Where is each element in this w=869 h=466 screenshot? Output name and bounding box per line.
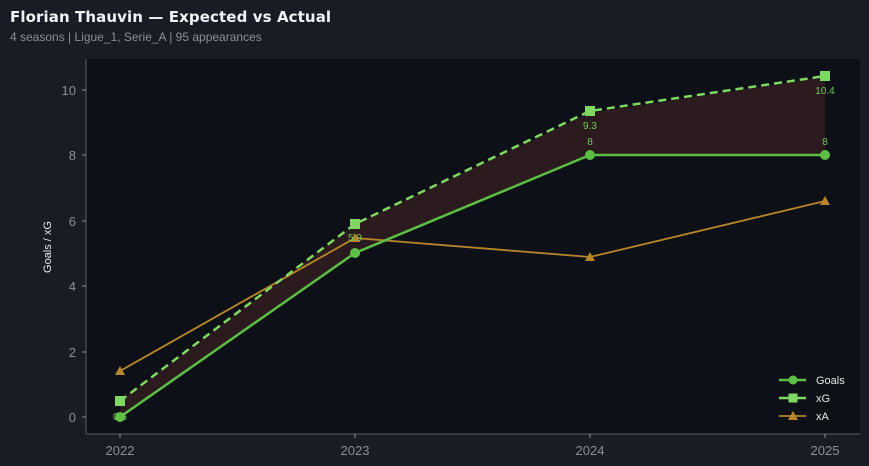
triangle-marker-icon [350,233,360,242]
y-axis-label: Goals / xG [42,221,54,273]
data-label: 10.4 [815,86,835,97]
data-label: 5.9 [348,233,362,244]
y-tick-label: 10 [62,83,76,98]
data-label: 8 [822,137,828,148]
xg-gap-fill [120,77,825,417]
y-tick-label: 6 [69,214,76,229]
square-marker-icon [350,219,360,229]
circle-marker-icon [350,248,360,258]
square-marker-icon [585,106,595,116]
xg-legend-icon [788,393,798,403]
x-tick-label: 2024 [576,443,605,458]
y-ticks: 0 2 4 6 8 10 [62,83,86,425]
x-tick-label: 2023 [341,443,370,458]
y-tick-label: 2 [69,345,76,360]
data-label: 8 [587,137,593,148]
square-marker-icon [820,71,830,81]
legend-xg: xG [816,393,830,405]
goals-line [119,153,825,419]
xa-legend-icon [788,411,798,420]
y-tick-label: 8 [69,148,76,163]
triangle-marker-icon [820,196,830,205]
legend-goals: Goals [816,375,845,387]
circle-marker-icon [115,412,125,422]
square-marker-icon [115,396,125,406]
xa-line [119,200,826,372]
x-tick-label: 2022 [106,443,135,458]
xa-markers [115,196,830,375]
legend-xa: xA [816,411,830,423]
chart-subtitle: 4 seasons | Ligue_1, Serie_A | 95 appear… [10,30,262,44]
x-tick-label: 2025 [811,443,840,458]
y-tick-label: 4 [69,279,76,294]
chart-title: Florian Thauvin — Expected vs Actual [10,8,332,26]
xg-markers [115,71,830,406]
circle-marker-icon [585,150,595,160]
triangle-marker-icon [115,366,125,375]
data-label: 0.5 [113,412,127,423]
xg-line [119,74,826,402]
y-tick-label: 0 [69,410,76,425]
goals-markers [115,150,830,422]
goals-legend-icon [788,375,798,385]
legend: Goals xG xA [779,375,845,423]
data-label: 9.3 [583,121,597,132]
triangle-marker-icon [585,252,595,261]
circle-marker-icon [820,150,830,160]
x-ticks: 2022 2023 2024 2025 [106,434,840,458]
